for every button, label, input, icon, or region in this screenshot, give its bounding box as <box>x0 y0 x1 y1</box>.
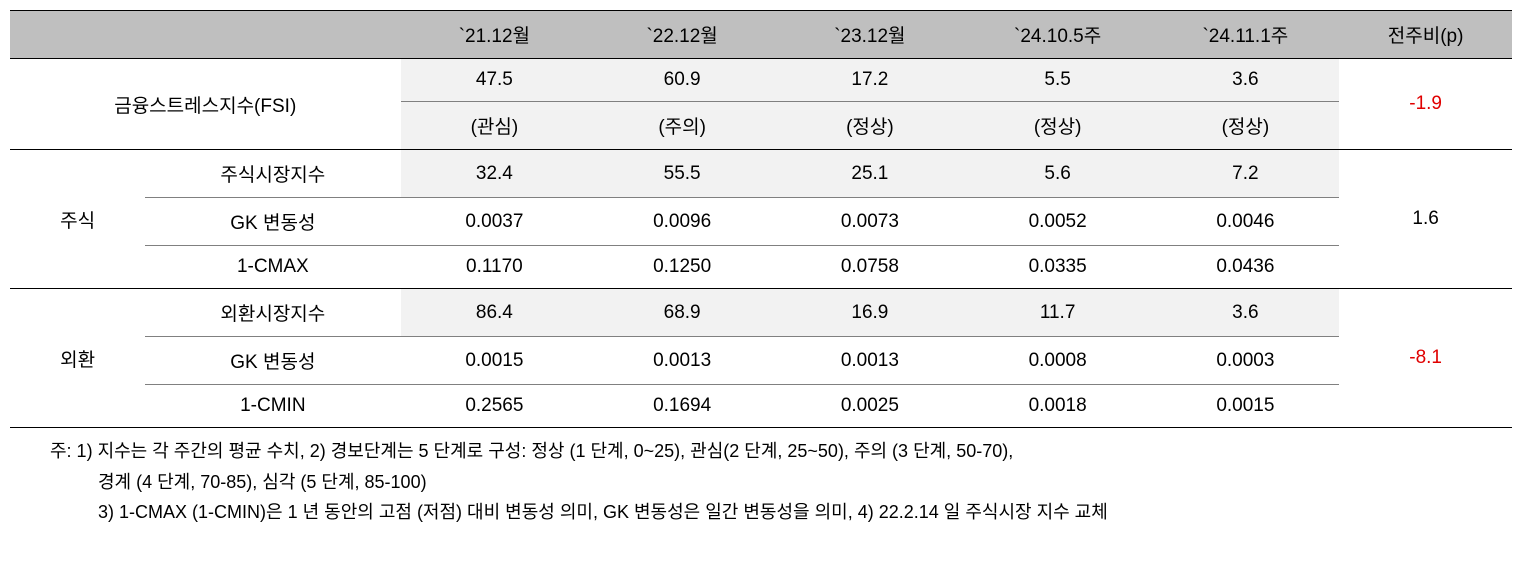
stock-group-label: 주식 <box>10 150 145 289</box>
fx-group-label: 외환 <box>10 289 145 428</box>
fx-wow: -8.1 <box>1339 289 1512 428</box>
footnote-line: 경계 (4 단계, 70-85), 심각 (5 단계, 85-100) <box>50 467 1492 498</box>
fsi-val: 47.5 <box>401 59 589 102</box>
fsi-val: 17.2 <box>776 59 964 102</box>
stock-index-row: 주식 주식시장지수 32.4 55.5 25.1 5.6 7.2 1.6 <box>10 150 1512 198</box>
fx-r1-label: 외환시장지수 <box>145 289 400 337</box>
stock-r3-label: 1-CMAX <box>145 246 400 289</box>
fx-gk-row: GK 변동성 0.0015 0.0013 0.0013 0.0008 0.000… <box>10 337 1512 385</box>
cell: 0.0046 <box>1152 198 1340 246</box>
stock-r2-label: GK 변동성 <box>145 198 400 246</box>
fsi-level: (정상) <box>964 102 1152 150</box>
header-col: `24.11.1주 <box>1152 11 1340 59</box>
header-col: `24.10.5주 <box>964 11 1152 59</box>
fx-cmin-row: 1-CMIN 0.2565 0.1694 0.0025 0.0018 0.001… <box>10 385 1512 428</box>
fsi-level: (관심) <box>401 102 589 150</box>
cell: 0.0015 <box>401 337 589 385</box>
cell: 0.0018 <box>964 385 1152 428</box>
cell: 0.2565 <box>401 385 589 428</box>
fx-r2-label: GK 변동성 <box>145 337 400 385</box>
cell: 0.0025 <box>776 385 964 428</box>
cell: 0.0003 <box>1152 337 1340 385</box>
stock-r1-label: 주식시장지수 <box>145 150 400 198</box>
fsi-table: `21.12월 `22.12월 `23.12월 `24.10.5주 `24.11… <box>10 10 1512 428</box>
fsi-val: 3.6 <box>1152 59 1340 102</box>
cell: 0.1694 <box>588 385 776 428</box>
cell: 55.5 <box>588 150 776 198</box>
footnotes: 주: 1) 지수는 각 주간의 평균 수치, 2) 경보단계는 5 단계로 구성… <box>10 428 1512 528</box>
footnote-line: 3) 1-CMAX (1-CMIN)은 1 년 동안의 고점 (저점) 대비 변… <box>50 497 1492 528</box>
cell: 0.0037 <box>401 198 589 246</box>
cell: 0.0052 <box>964 198 1152 246</box>
cell: 0.0015 <box>1152 385 1340 428</box>
fsi-value-row: 금융스트레스지수(FSI) 47.5 60.9 17.2 5.5 3.6 -1.… <box>10 59 1512 102</box>
header-wow: 전주비(p) <box>1339 11 1512 59</box>
fsi-val: 5.5 <box>964 59 1152 102</box>
cell: 0.0096 <box>588 198 776 246</box>
cell: 0.0008 <box>964 337 1152 385</box>
cell: 11.7 <box>964 289 1152 337</box>
header-col: `22.12월 <box>588 11 776 59</box>
fsi-level: (정상) <box>776 102 964 150</box>
cell: 68.9 <box>588 289 776 337</box>
cell: 0.0013 <box>776 337 964 385</box>
table-header-row: `21.12월 `22.12월 `23.12월 `24.10.5주 `24.11… <box>10 11 1512 59</box>
fsi-level: (정상) <box>1152 102 1340 150</box>
fx-r3-label: 1-CMIN <box>145 385 400 428</box>
fsi-val: 60.9 <box>588 59 776 102</box>
cell: 0.1250 <box>588 246 776 289</box>
cell: 0.0436 <box>1152 246 1340 289</box>
fsi-wow: -1.9 <box>1339 59 1512 150</box>
fx-index-row: 외환 외환시장지수 86.4 68.9 16.9 11.7 3.6 -8.1 <box>10 289 1512 337</box>
stock-wow: 1.6 <box>1339 150 1512 289</box>
stock-cmax-row: 1-CMAX 0.1170 0.1250 0.0758 0.0335 0.043… <box>10 246 1512 289</box>
cell: 0.0073 <box>776 198 964 246</box>
cell: 0.0335 <box>964 246 1152 289</box>
header-blank <box>10 11 401 59</box>
header-col: `21.12월 <box>401 11 589 59</box>
cell: 3.6 <box>1152 289 1340 337</box>
cell: 7.2 <box>1152 150 1340 198</box>
cell: 25.1 <box>776 150 964 198</box>
footnote-line: 주: 1) 지수는 각 주간의 평균 수치, 2) 경보단계는 5 단계로 구성… <box>50 436 1492 467</box>
cell: 5.6 <box>964 150 1152 198</box>
cell: 0.0758 <box>776 246 964 289</box>
cell: 86.4 <box>401 289 589 337</box>
cell: 32.4 <box>401 150 589 198</box>
cell: 0.1170 <box>401 246 589 289</box>
fsi-level: (주의) <box>588 102 776 150</box>
header-col: `23.12월 <box>776 11 964 59</box>
fsi-label: 금융스트레스지수(FSI) <box>10 59 401 150</box>
stock-gk-row: GK 변동성 0.0037 0.0096 0.0073 0.0052 0.004… <box>10 198 1512 246</box>
cell: 0.0013 <box>588 337 776 385</box>
cell: 16.9 <box>776 289 964 337</box>
